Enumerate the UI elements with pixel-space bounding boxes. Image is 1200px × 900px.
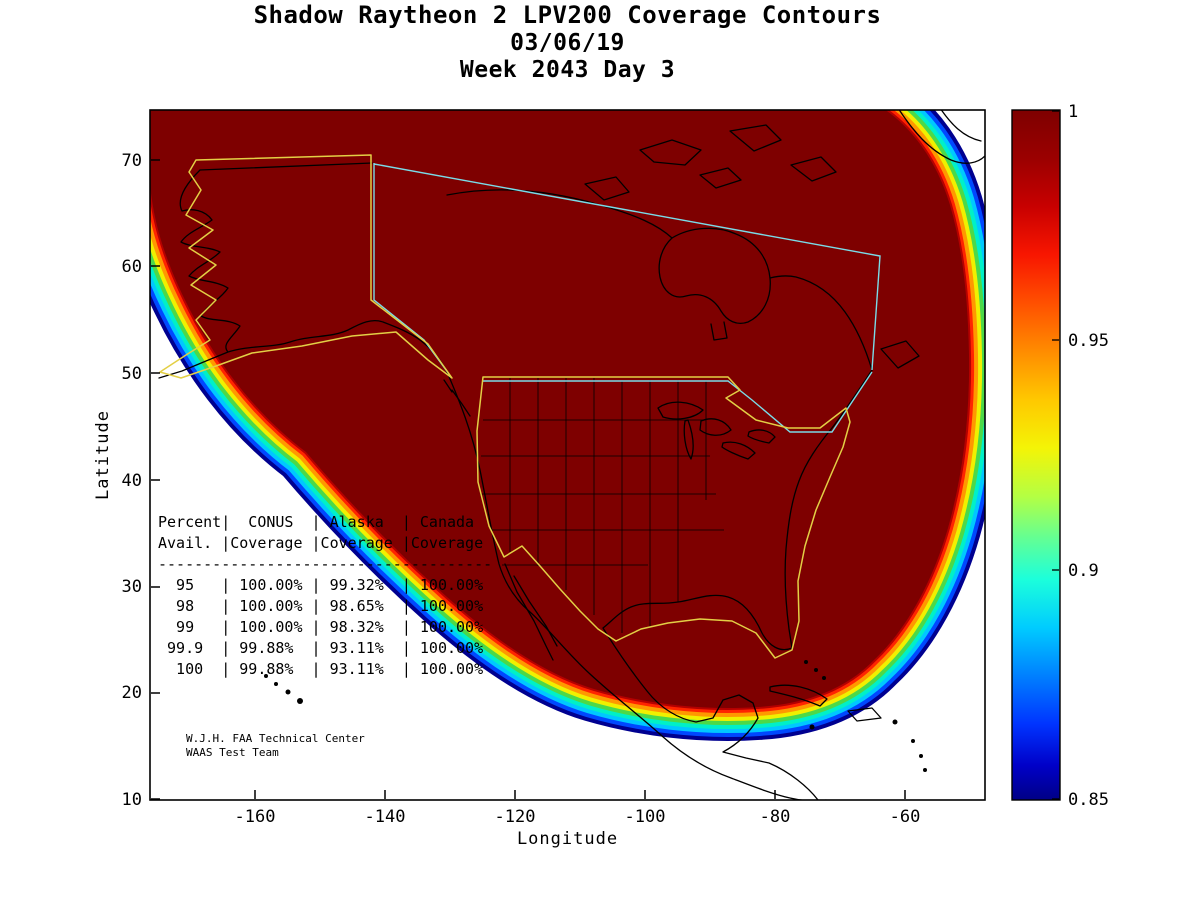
colorbar-tick-label: 0.95 xyxy=(1068,331,1109,351)
y-tick-label: 60 xyxy=(122,257,142,277)
arctic-coast xyxy=(446,189,673,239)
chart-date: 03/06/19 xyxy=(510,30,625,56)
x-tick-label: -120 xyxy=(495,807,536,827)
conus-alaska-region-border xyxy=(159,154,851,659)
island-dot xyxy=(919,754,923,758)
colorbar-ticks xyxy=(1052,110,1059,800)
coastlines xyxy=(158,110,985,800)
island-dot xyxy=(264,674,268,678)
coverage-table-line: Avail. |Coverage |Coverage |Coverage xyxy=(158,534,493,552)
island-dot xyxy=(285,689,291,695)
greenland-coast xyxy=(898,110,985,164)
coverage-table-line: 99.9 | 99.88% | 93.11% | 100.00% xyxy=(158,639,493,657)
y-tick-label: 50 xyxy=(122,364,142,384)
plot-frame xyxy=(149,109,986,801)
island-dot xyxy=(804,660,808,664)
annotation-line: WAAS Test Team xyxy=(186,746,279,759)
x-tick-label: -160 xyxy=(235,807,276,827)
state-border-lines xyxy=(480,378,724,633)
hudson-bay xyxy=(658,227,771,341)
coverage-table-line: Percent| CONUS | Alaska | Canada xyxy=(158,513,493,531)
coverage-table-line: 100 | 99.88% | 93.11% | 100.00% xyxy=(158,660,493,678)
x-tick-label: -60 xyxy=(890,807,921,827)
coastline-path xyxy=(602,369,873,800)
colorbar-tick-label: 0.9 xyxy=(1068,561,1099,581)
island-dot xyxy=(911,739,915,743)
great-lakes xyxy=(657,401,776,460)
colorbar-tick-labels: 1 0.95 0.9 0.85 xyxy=(1068,102,1109,810)
map-layers xyxy=(150,110,985,800)
x-tick-label: -140 xyxy=(365,807,406,827)
conus-border xyxy=(476,376,851,659)
coverage-table-line: 99 | 100.00% | 98.32% | 100.00% xyxy=(158,618,493,636)
y-axis-label: Latitude xyxy=(93,410,113,500)
colorbar-tick-label: 1 xyxy=(1068,102,1078,122)
arctic-islands xyxy=(584,124,837,201)
island-dot xyxy=(923,768,927,772)
x-axis-label: Longitude xyxy=(516,829,619,849)
facility-annotation: W.J.H. FAA Technical Center WAAS Test Te… xyxy=(186,732,365,760)
island-dot xyxy=(822,676,826,680)
island-dot xyxy=(814,668,818,672)
coverage-table-line: ------------------------------------- xyxy=(158,555,493,573)
y-tick-label: 40 xyxy=(122,471,142,491)
coastline-path xyxy=(769,275,873,371)
alaska-coast xyxy=(158,162,448,379)
axis-ticks xyxy=(151,159,906,800)
coverage-table: Percent| CONUS | Alaska | Canada Avail. … xyxy=(158,512,492,680)
colorbar-tick-label: 0.85 xyxy=(1068,790,1109,810)
coverage-table-line: 95 | 100.00% | 99.32% | 100.00% xyxy=(158,576,493,594)
coastline-path xyxy=(446,371,827,800)
chart-title: Shadow Raytheon 2 LPV200 Coverage Contou… xyxy=(253,1,882,29)
coastline-path xyxy=(504,563,558,661)
island-dot xyxy=(274,682,278,686)
colorbar-frame xyxy=(1011,109,1061,801)
alaska-border xyxy=(159,154,453,379)
x-tick-label: -100 xyxy=(625,807,666,827)
chart-week-day: Week 2043 Day 3 xyxy=(459,57,676,83)
x-tick-label: -80 xyxy=(760,807,791,827)
y-tick-label: 70 xyxy=(122,151,142,171)
y-tick-label: 10 xyxy=(122,790,142,810)
island-dot xyxy=(297,698,303,704)
island-dots xyxy=(264,660,927,772)
colorbar-gradient xyxy=(1012,110,1060,800)
y-tick-label: 30 xyxy=(122,577,142,597)
island-dot xyxy=(809,724,815,730)
cuba xyxy=(769,684,882,722)
newfoundland xyxy=(880,340,920,369)
state-borders xyxy=(480,378,724,633)
colorbar: 1 0.95 0.9 0.85 xyxy=(1011,102,1109,810)
y-tick-labels: 70 60 50 40 30 20 10 xyxy=(122,151,142,810)
annotation-line: W.J.H. FAA Technical Center xyxy=(186,732,365,745)
coverage-table-line: 98 | 100.00% | 98.65% | 100.00% xyxy=(158,597,493,615)
x-tick-labels: -160 -140 -120 -100 -80 -60 xyxy=(235,807,921,827)
island-dot xyxy=(892,719,898,725)
y-tick-label: 20 xyxy=(122,683,142,703)
pacific-islands-coast xyxy=(443,379,471,417)
chart-title-block: Shadow Raytheon 2 LPV200 Coverage Contou… xyxy=(0,0,1135,83)
